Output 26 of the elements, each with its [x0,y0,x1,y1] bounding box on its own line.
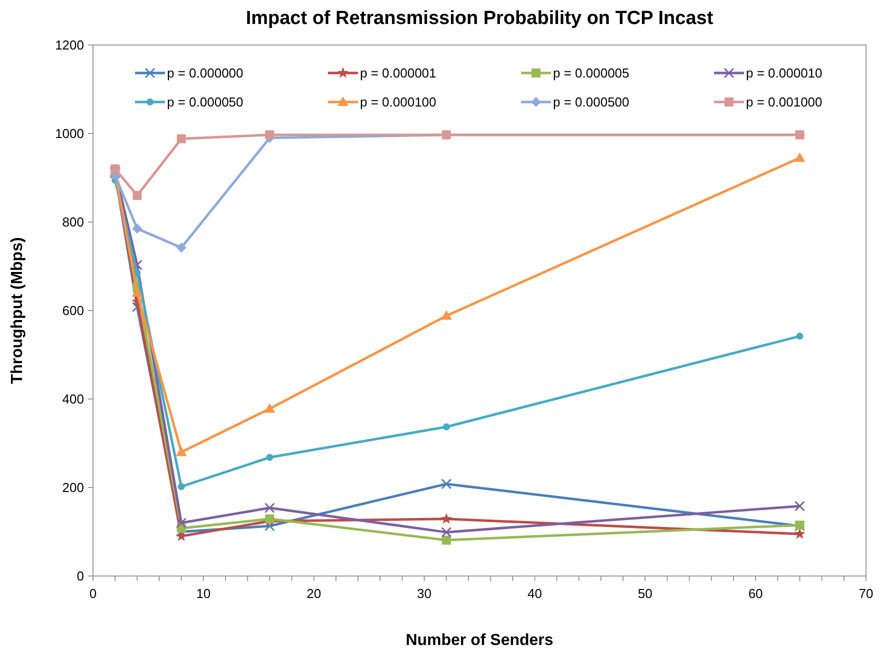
x-tick-label: 40 [527,586,542,601]
y-axis-title: Throughput (Mbps) [9,237,26,384]
y-tick-label: 400 [62,392,84,407]
legend-label: p = 0.000000 [167,66,244,81]
legend-label: p = 0.000100 [360,94,436,110]
x-axis-title: Number of Senders [406,632,554,649]
x-tick-label: 20 [306,586,322,601]
legend-label: p = 0.001000 [746,94,822,110]
legend-label: p = 0.000001 [360,66,436,81]
legend-label: p = 0.000050 [167,94,244,110]
y-tick-label: 600 [62,303,84,318]
x-tick-label: 10 [196,586,211,601]
x-tick-label: 70 [858,586,874,601]
y-tick-label: 1000 [55,126,84,142]
chart-title: Impact of Retransmission Probability on TCP Incast [246,8,714,29]
legend-label: p = 0.000005 [553,66,630,81]
y-tick-label: 1200 [55,38,84,53]
x-tick-label: 0 [89,586,97,601]
x-tick-label: 60 [748,586,763,601]
legend-label: p = 0.000500 [553,94,630,110]
x-tick-label: 50 [638,586,652,601]
y-tick-label: 800 [62,214,84,230]
x-tick-label: 30 [417,586,432,601]
y-tick-label: 200 [62,480,84,496]
legend-label: p = 0.000010 [746,66,822,81]
y-tick-label: 0 [76,568,84,584]
